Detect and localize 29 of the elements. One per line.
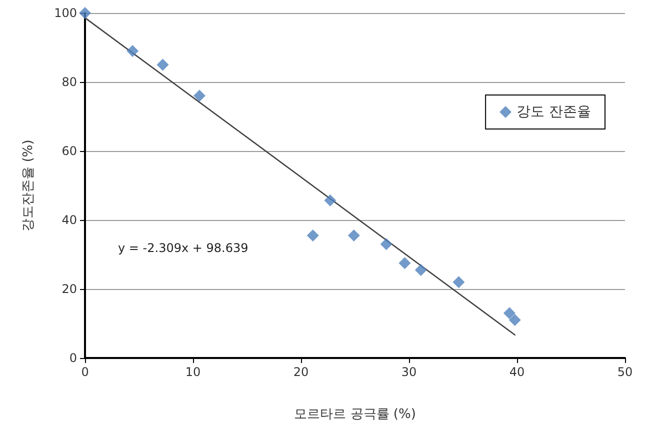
x-tick-label: 30 — [401, 365, 417, 379]
point — [380, 238, 392, 250]
x-axis-title: 모르타르 공극률 (%) — [294, 407, 416, 422]
point — [348, 230, 360, 242]
point — [193, 90, 206, 102]
x-tick-label: 0 — [81, 365, 89, 379]
point — [79, 7, 91, 19]
y-tick-label: 60 — [62, 144, 77, 158]
point — [452, 276, 465, 288]
x-tick-label: 40 — [509, 365, 525, 379]
legend-label: 강도 잔존율 — [516, 104, 592, 120]
point — [398, 257, 411, 270]
point — [156, 58, 169, 71]
y-tick-label: 100 — [54, 6, 77, 20]
point — [508, 314, 521, 326]
point — [324, 194, 336, 206]
y-tick-label: 20 — [62, 282, 77, 296]
x-tick-label: 50 — [617, 365, 633, 379]
x-tick-label: 10 — [185, 365, 201, 379]
point — [503, 307, 516, 320]
y-tick-label: 80 — [62, 75, 77, 89]
x-tick-label: 20 — [293, 365, 309, 379]
annotation: y = -2.309x + 98.639 — [118, 241, 248, 255]
point — [126, 44, 139, 57]
point — [306, 230, 319, 242]
y-tick-label: 40 — [62, 213, 77, 227]
point — [414, 264, 427, 276]
y-tick-label: 0 — [69, 351, 77, 365]
y-axis-title: 강도잔존율 (%) — [21, 140, 36, 232]
